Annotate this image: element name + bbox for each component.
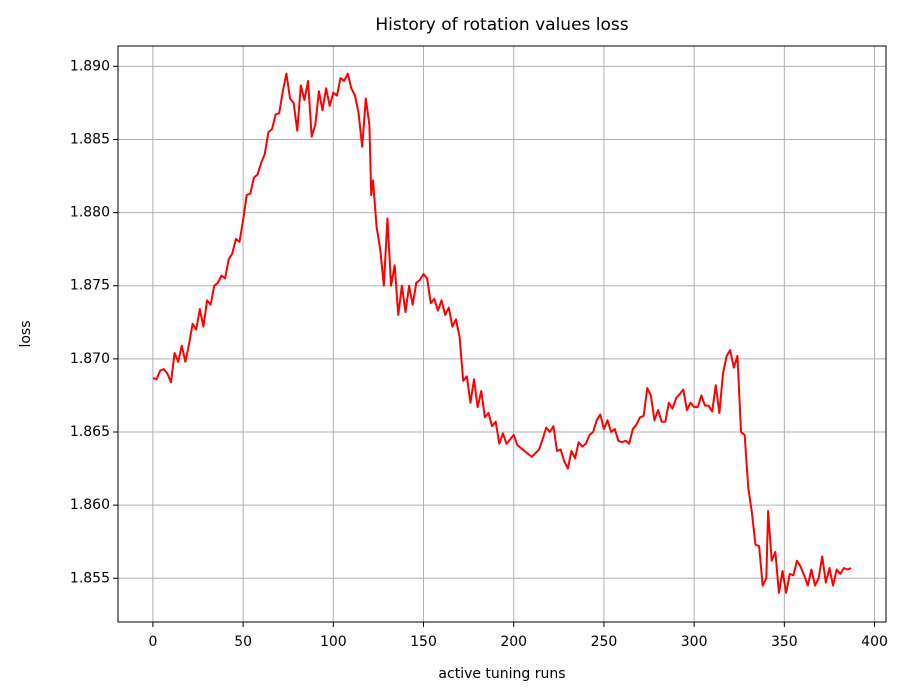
x-tick-label: 100	[320, 634, 347, 650]
x-tick-label: 300	[681, 634, 708, 650]
chart-title: History of rotation values loss	[375, 15, 628, 35]
y-tick-label: 1.855	[70, 570, 110, 586]
y-tick-label: 1.860	[70, 497, 110, 513]
y-tick-label: 1.875	[70, 278, 110, 294]
x-tick-label: 150	[410, 634, 437, 650]
y-tick-label: 1.870	[70, 351, 110, 367]
y-tick-label: 1.885	[70, 131, 110, 147]
x-tick-label: 400	[861, 634, 888, 650]
y-tick-label: 1.865	[70, 424, 110, 440]
y-tick-label: 1.890	[70, 58, 110, 74]
x-tick-label: 250	[591, 634, 618, 650]
x-tick-label: 0	[148, 634, 157, 650]
x-tick-label: 50	[234, 634, 252, 650]
y-axis-label: loss	[18, 320, 34, 347]
x-tick-label: 200	[500, 634, 527, 650]
plot-frame	[117, 45, 887, 623]
line-series	[152, 72, 852, 594]
x-tick-label: 350	[771, 634, 798, 650]
y-tick-label: 1.880	[70, 205, 110, 221]
x-axis-label: active tuning runs	[438, 666, 565, 682]
